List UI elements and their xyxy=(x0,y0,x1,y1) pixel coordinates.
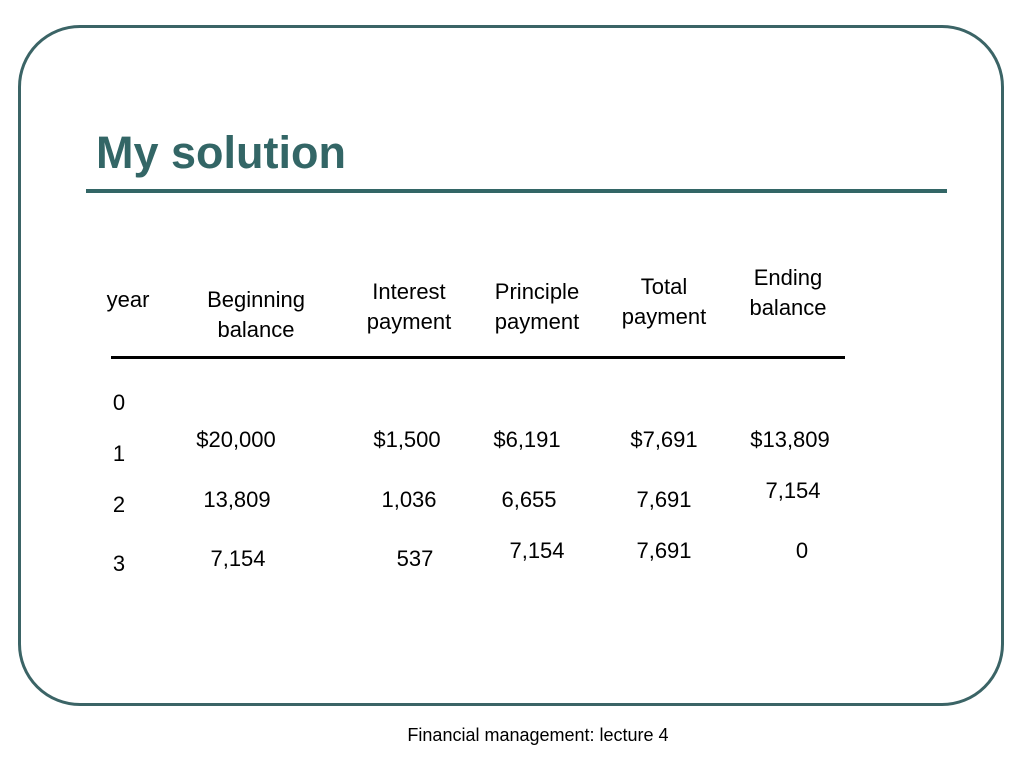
header-year: year xyxy=(106,287,150,312)
header-ending-balance: Ending balance xyxy=(749,263,826,323)
interest-payment-cell: 1,036 xyxy=(381,487,437,512)
header-ending-balance-line-1: Ending xyxy=(753,265,823,290)
header-principle-payment-line-2: payment xyxy=(494,309,580,334)
ending-balance-cell: 0 xyxy=(795,538,809,563)
beginning-balance-cell: 13,809 xyxy=(203,487,271,512)
header-beginning-balance-line-2: balance xyxy=(217,317,295,342)
header-interest-payment-line-1: Interest xyxy=(372,279,446,304)
header-ending-balance-line-2: balance xyxy=(749,295,827,320)
slide-footer: Financial management: lecture 4 xyxy=(407,725,669,745)
header-beginning-balance-line-1: Beginning xyxy=(207,287,305,312)
header-principle-payment: Principle payment xyxy=(495,277,579,337)
interest-payment-cell: $1,500 xyxy=(373,427,441,452)
beginning-balance-cell: 7,154 xyxy=(210,546,266,571)
header-total-payment: Total payment xyxy=(622,272,706,332)
header-interest-payment-line-2: payment xyxy=(366,309,452,334)
interest-payment-cell: 537 xyxy=(396,546,434,571)
ending-balance-cell: $13,809 xyxy=(750,427,830,452)
header-total-payment-line-2: payment xyxy=(621,304,707,329)
total-payment-cell: $7,691 xyxy=(630,427,698,452)
slide-frame xyxy=(18,25,1004,706)
ending-balance-cell: 7,154 xyxy=(765,478,821,503)
year-cell: 0 xyxy=(112,390,126,415)
header-rule xyxy=(111,356,845,359)
principle-payment-cell: $6,191 xyxy=(493,427,561,452)
header-total-payment-line-1: Total xyxy=(640,274,688,299)
total-payment-cell: 7,691 xyxy=(636,487,692,512)
year-cell: 1 xyxy=(112,441,126,466)
principle-payment-cell: 7,154 xyxy=(509,538,565,563)
beginning-balance-cell: $20,000 xyxy=(196,427,276,452)
slide-title: My solution xyxy=(96,127,346,178)
principle-payment-cell: 6,655 xyxy=(501,487,557,512)
year-cell: 3 xyxy=(112,551,126,576)
total-payment-cell: 7,691 xyxy=(636,538,692,563)
header-principle-payment-line-1: Principle xyxy=(494,279,580,304)
title-underline xyxy=(86,189,947,193)
header-beginning-balance: Beginning balance xyxy=(207,285,305,345)
header-interest-payment: Interest payment xyxy=(367,277,451,337)
year-cell: 2 xyxy=(112,492,126,517)
